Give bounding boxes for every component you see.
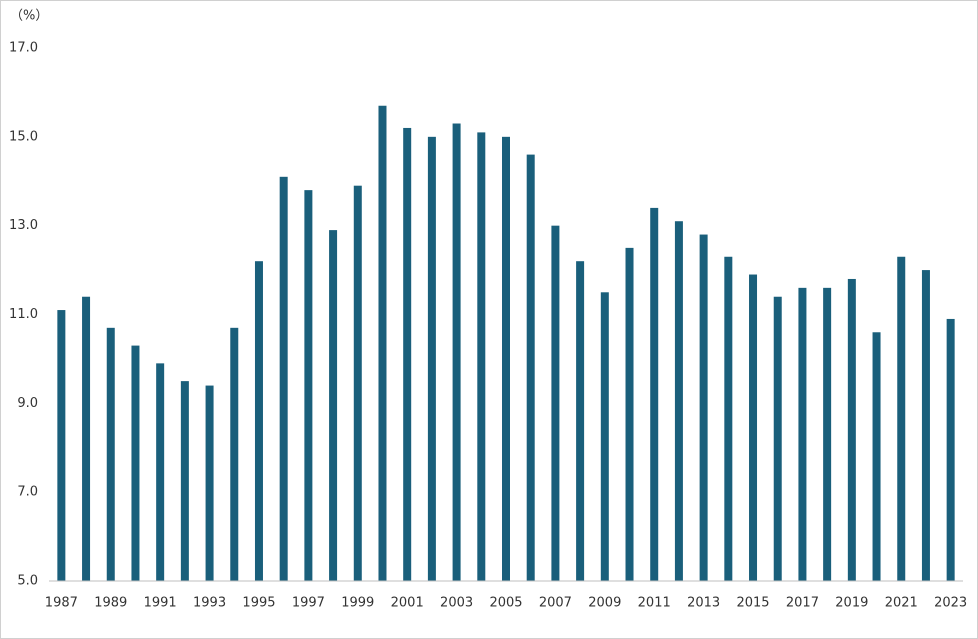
x-tick-label: 2017 — [786, 596, 819, 611]
y-tick-label: 7.0 — [17, 485, 38, 500]
x-tick-label: 2003 — [440, 596, 473, 611]
bar — [353, 185, 362, 582]
x-tick-label: 1999 — [341, 596, 374, 611]
bar — [897, 256, 906, 581]
bar — [650, 207, 659, 581]
bar — [329, 230, 338, 581]
bar — [82, 296, 91, 581]
bar — [180, 381, 189, 581]
bar — [724, 256, 733, 581]
y-tick-label: 17.0 — [9, 41, 38, 56]
x-tick-label: 2019 — [835, 596, 868, 611]
x-tick-label: 2009 — [588, 596, 621, 611]
y-tick-label: 5.0 — [17, 574, 38, 589]
bar — [847, 278, 856, 581]
x-tick-label: 1991 — [144, 596, 177, 611]
bar — [205, 385, 214, 581]
bar — [946, 318, 955, 581]
bar — [427, 136, 436, 582]
x-tick-label: 2013 — [687, 596, 720, 611]
bar — [131, 345, 140, 581]
bar — [798, 287, 807, 581]
x-tick-label: 1995 — [242, 596, 275, 611]
bar — [823, 287, 832, 581]
bar — [156, 363, 165, 581]
x-tick-label: 2015 — [736, 596, 769, 611]
bar — [304, 190, 313, 581]
bar — [872, 332, 881, 581]
x-tick-label: 1993 — [193, 596, 226, 611]
bar — [551, 225, 560, 581]
bar — [477, 132, 486, 581]
y-tick-label: 13.0 — [9, 218, 38, 233]
bar — [378, 105, 387, 581]
y-tick-label: 9.0 — [17, 396, 38, 411]
x-tick-label: 2011 — [638, 596, 671, 611]
x-tick-label: 2005 — [489, 596, 522, 611]
bar — [625, 247, 634, 581]
x-tick-label: 2023 — [934, 596, 967, 611]
x-tick-label: 2007 — [539, 596, 572, 611]
bar — [230, 327, 239, 581]
bar — [526, 154, 535, 581]
bar — [921, 270, 930, 581]
bar — [502, 136, 510, 582]
bar — [403, 127, 412, 581]
bar — [699, 234, 708, 582]
bar — [674, 221, 683, 581]
bar — [452, 123, 461, 581]
bar — [773, 296, 782, 581]
bar — [279, 176, 288, 581]
bar — [254, 261, 263, 581]
y-tick-label: 15.0 — [9, 129, 38, 144]
y-axis-label: （%） — [10, 9, 48, 24]
x-tick-label: 2001 — [391, 596, 424, 611]
x-tick-label: 1997 — [292, 596, 325, 611]
x-tick-label: 1987 — [45, 596, 78, 611]
bar — [576, 261, 585, 581]
bar — [600, 292, 609, 581]
x-tick-label: 2021 — [885, 596, 918, 611]
bar — [57, 310, 66, 581]
bar — [106, 327, 115, 581]
y-tick-label: 11.0 — [9, 307, 38, 322]
bar — [749, 274, 758, 581]
x-tick-label: 1989 — [94, 596, 127, 611]
